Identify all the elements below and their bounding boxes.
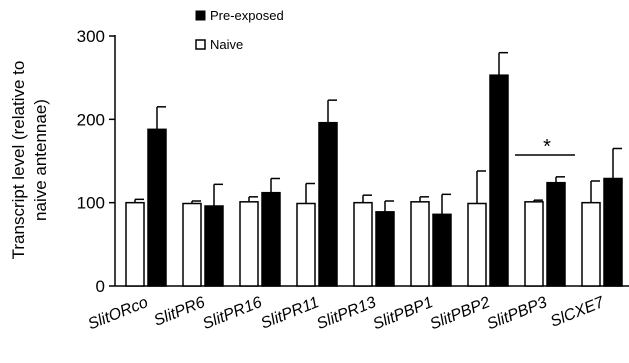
y-tick-label: 200 [77, 110, 105, 129]
y-tick-label: 0 [96, 277, 105, 296]
bar-naive [296, 202, 316, 287]
bar-pre-exposed [204, 205, 224, 287]
axes: 0 100 200 300 [77, 27, 629, 296]
bar-pre-exposed [318, 121, 338, 287]
bar-naive [524, 201, 544, 287]
legend-swatch-naive [195, 39, 206, 50]
category-label: SlitORco [86, 294, 151, 333]
bar-pre-exposed [375, 211, 395, 287]
bar-naive [125, 201, 145, 287]
legend-swatch-pre-exposed [195, 10, 206, 21]
bar-pre-exposed [489, 74, 509, 287]
bar-naive [410, 201, 430, 287]
bar-naive [581, 201, 601, 287]
legend: Pre-exposed Naive [195, 8, 284, 52]
category-label: SlCXE7 [548, 294, 607, 331]
category-label: SlitPR6 [152, 294, 208, 330]
bar-pre-exposed [603, 177, 623, 287]
bar-naive [239, 201, 259, 287]
bar-naive [467, 202, 487, 287]
bar-pre-exposed [147, 128, 167, 287]
bar-naive [182, 202, 202, 287]
bar-pre-exposed [261, 191, 281, 287]
annotations: * [515, 136, 575, 158]
legend-label-pre-exposed: Pre-exposed [210, 8, 284, 23]
category-label: SlitPBP2 [428, 294, 493, 333]
y-tick-label: 100 [77, 194, 105, 213]
category-labels: SlitORco SlitPR6SlitPR16SlitPR11SlitPR13S… [86, 294, 608, 334]
bar-naive [353, 201, 373, 287]
significance-star: * [543, 136, 551, 158]
category-label: SlitPR11 [259, 294, 322, 333]
y-axis-label-line-1: Transcript level (relative to [9, 61, 28, 260]
y-tick-label: 300 [77, 27, 105, 46]
category-label: SlitPR16 [200, 294, 264, 333]
category-label: SlitPBP1 [371, 294, 436, 333]
bar-pre-exposed [432, 213, 452, 287]
bar-pre-exposed [546, 181, 566, 287]
y-axis-label-line-2: naive antennae) [31, 99, 50, 221]
bars [125, 51, 623, 287]
category-label: SlitPR13 [314, 294, 378, 333]
category-label: SlitPBP3 [485, 294, 550, 333]
legend-label-naive: Naive [210, 37, 243, 52]
